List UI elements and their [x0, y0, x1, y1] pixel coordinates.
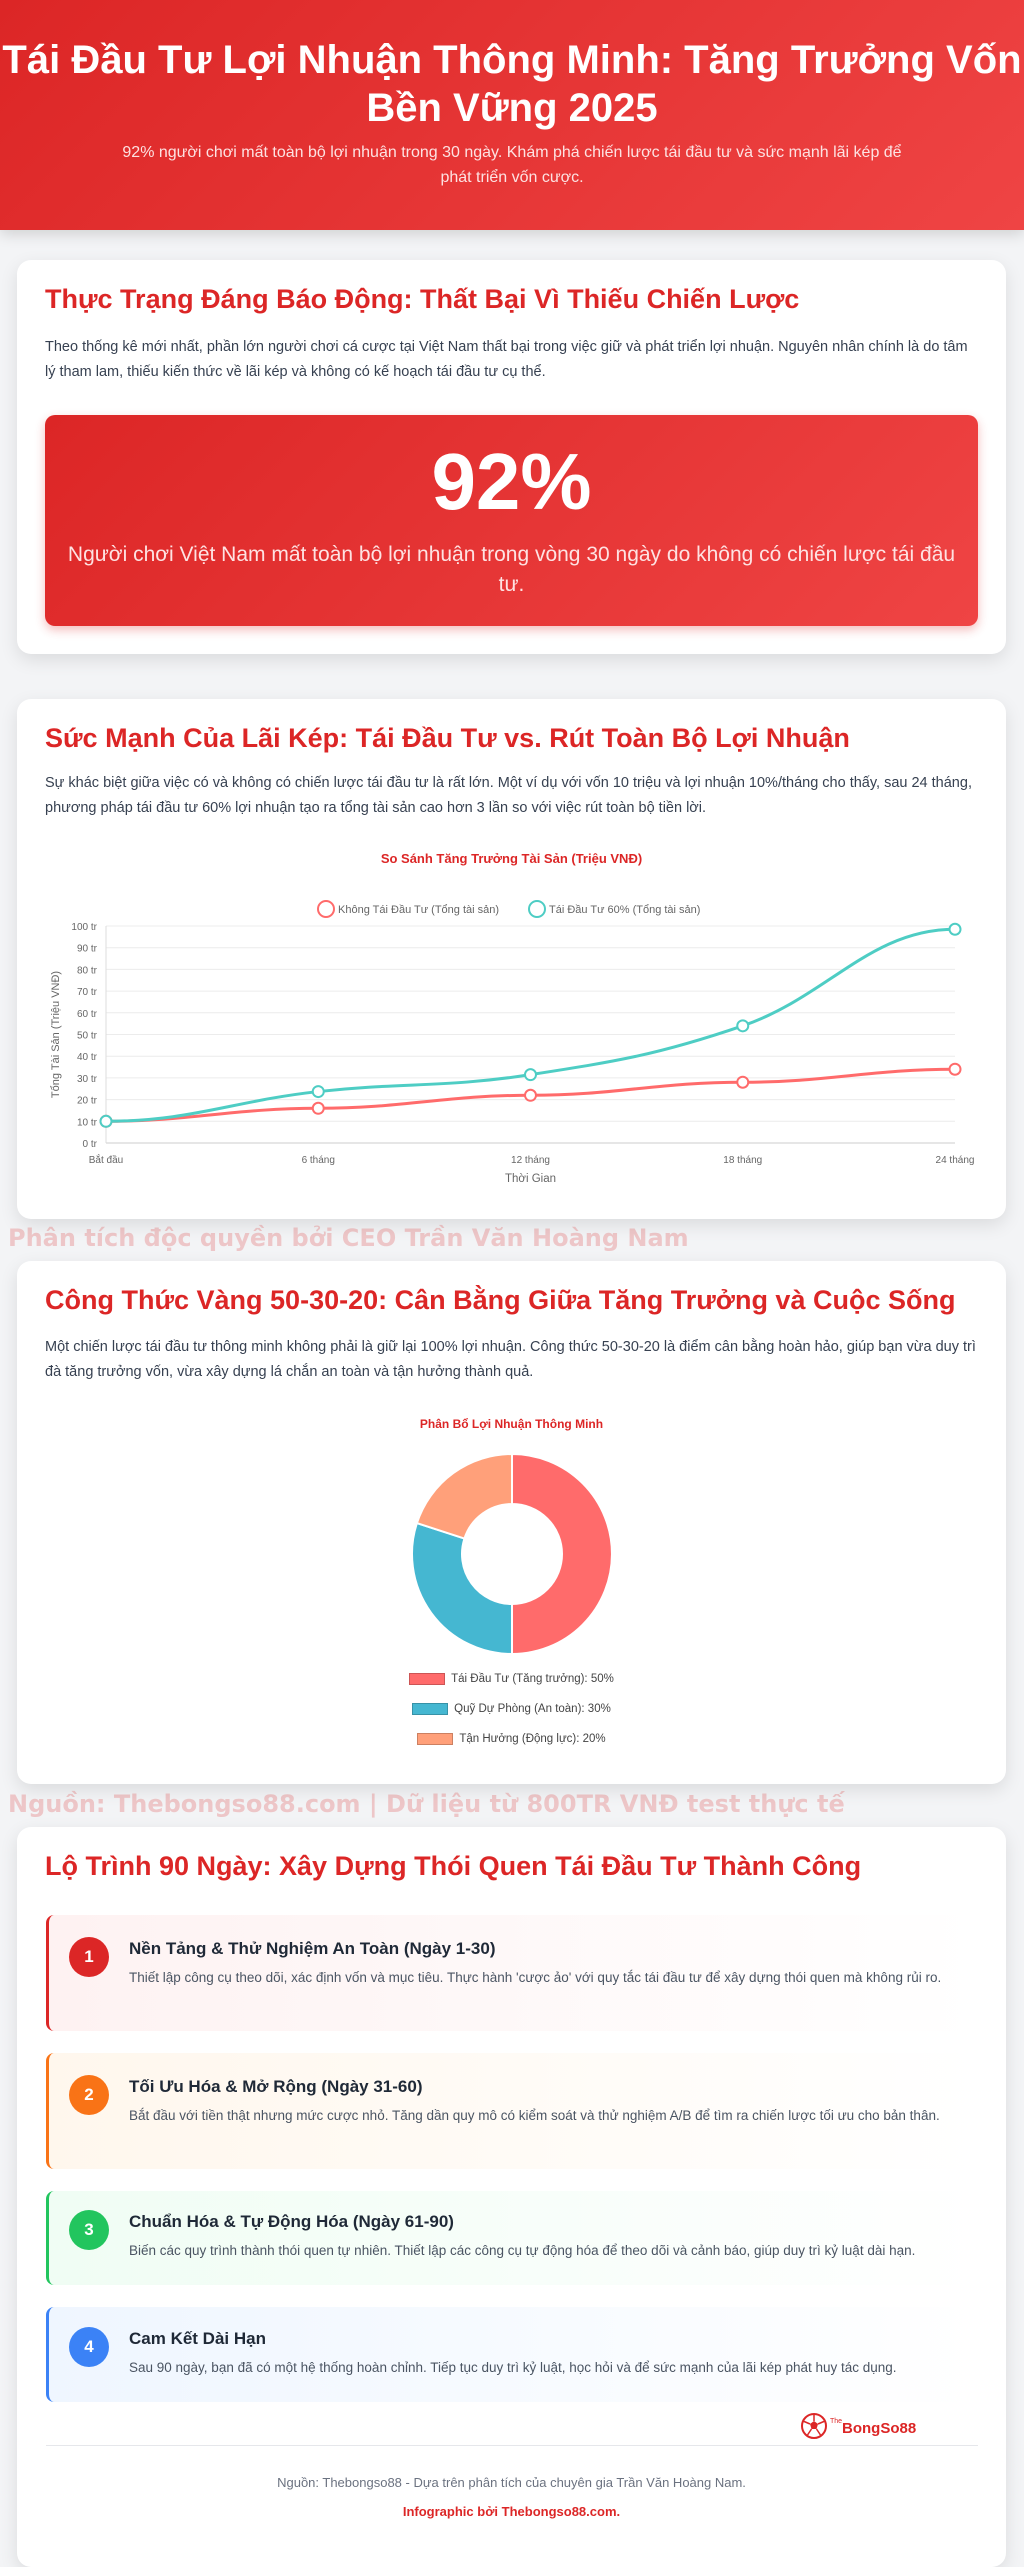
y-tick-label: 60 tr: [77, 1009, 98, 1020]
legend-label[interactable]: Không Tái Đầu Tư (Tổng tài sản): [338, 904, 499, 916]
y-tick-label: 80 tr: [77, 965, 98, 976]
y-tick-label: 10 tr: [77, 1117, 98, 1128]
y-tick-label: 90 tr: [77, 944, 98, 955]
data-point[interactable]: [948, 922, 962, 936]
step-description: Bắt đầu với tiền thật nhưng mức cược nhỏ…: [129, 2108, 940, 2123]
legend-item[interactable]: Tái Đầu Tư (Tăng trưởng): 50%: [17, 1673, 1006, 1685]
brand-logo: The BongSo88: [800, 2412, 930, 2442]
y-tick-label: 20 tr: [77, 1096, 98, 1107]
step-title: Nền Tảng & Thử Nghiệm An Toàn (Ngày 1-30…: [129, 1939, 496, 1958]
roadmap-step: 2 Tối Ưu Hóa & Mở Rộng (Ngày 31-60) Bắt đầ…: [46, 2053, 978, 2169]
y-tick-label: 40 tr: [77, 1052, 98, 1063]
step-description: Thiết lập công cụ theo dõi, xác định vốn…: [129, 1970, 942, 1985]
section-compound-interest: Sức Mạnh Của Lãi Kép: Tái Đầu Tư vs. Rút…: [17, 699, 1006, 1219]
footer-source: Nguồn: Thebongso88 - Dựa trên phân tích …: [277, 2475, 746, 2490]
stat-highlight: 92% Người chơi Việt Nam mất toàn bộ lợi …: [45, 415, 978, 626]
y-tick-label: 50 tr: [77, 1031, 98, 1042]
y-tick-label: 100 tr: [71, 922, 97, 933]
legend-label[interactable]: Tái Đầu Tư 60% (Tổng tài sản): [549, 904, 700, 916]
x-tick-label: 24 tháng: [936, 1155, 975, 1166]
roadmap-step: 3 Chuẩn Hóa & Tự Động Hóa (Ngày 61-90) Biế…: [46, 2191, 978, 2285]
y-tick-label: 0 tr: [83, 1139, 98, 1150]
legend-marker[interactable]: [528, 900, 546, 918]
section-failure-stats: Thực Trạng Đáng Báo Động: Thất Bại Vì Th…: [17, 260, 1006, 654]
data-point[interactable]: [524, 1088, 537, 1102]
legend-marker[interactable]: [317, 900, 335, 918]
data-point[interactable]: [736, 1019, 750, 1033]
roadmap-step: 4 Cam Kết Dài Hạn Sau 90 ngày, bạn đã có m…: [46, 2307, 978, 2402]
line-chart: 0 tr 10 tr 20 tr 30 tr 40 tr 50 tr 60 tr 70 tr 8…: [50, 900, 975, 1185]
step-title: Cam Kết Dài Hạn: [129, 2328, 266, 2348]
section-text: Sự khác biệt giữa việc có và không có ch…: [45, 775, 972, 816]
data-point[interactable]: [736, 1075, 750, 1089]
data-point[interactable]: [99, 1114, 113, 1128]
data-point[interactable]: [311, 1085, 325, 1099]
section-50-30-20: Công Thức Vàng 50-30-20: Cân Bằng Giữa T…: [17, 1261, 1006, 1784]
step-title: Tối Ưu Hóa & Mở Rộng (Ngày 31-60): [129, 2077, 423, 2096]
step-number-badge: 4: [69, 2326, 109, 2367]
legend-swatch: [417, 1733, 454, 1745]
chart-title: So Sánh Tăng Trưởng Tài Sản (Triệu VNĐ): [380, 851, 643, 866]
legend-item[interactable]: Quỹ Dự Phòng (An toàn): 30%: [17, 1703, 1006, 1715]
x-tick-label: Bắt đầu: [89, 1153, 123, 1166]
legend-label: Tái Đầu Tư (Tăng trưởng): 50%: [451, 1673, 614, 1686]
legend-swatch: [409, 1673, 446, 1685]
stat-value: 92%: [431, 437, 592, 526]
watermark: Phân tích độc quyền bởi CEO Trần Văn Hoà…: [8, 1224, 689, 1252]
x-tick-label: 12 tháng: [511, 1155, 550, 1166]
hero-header: Tái Đầu Tư Lợi Nhuận Thông Minh: Tăng Tr…: [0, 0, 1024, 230]
step-description: Sau 90 ngày, bạn đã có một hệ thống hoàn…: [129, 2359, 897, 2375]
section-title: Sức Mạnh Của Lãi Kép: Tái Đầu Tư vs. Rút…: [45, 723, 850, 753]
legend-swatch: [412, 1703, 449, 1715]
donut-chart: [411, 1452, 613, 1656]
section-title: Công Thức Vàng 50-30-20: Cân Bằng Giữa T…: [45, 1285, 956, 1315]
step-number-badge: 2: [69, 2075, 109, 2115]
step-title: Chuẩn Hóa & Tự Động Hóa (Ngày 61-90): [129, 2212, 454, 2231]
donut-slice[interactable]: [411, 1521, 513, 1656]
donut-slice[interactable]: [511, 1452, 613, 1656]
soccer-ball-icon: [801, 2413, 827, 2439]
x-tick-label: 6 tháng: [302, 1155, 335, 1166]
stat-caption: Người chơi Việt Nam mất toàn bộ lợi nhuậ…: [67, 543, 956, 596]
y-axis-title: Tổng Tài Sản (Triệu VNĐ): [50, 971, 62, 1098]
data-point[interactable]: [948, 1062, 962, 1076]
logo-text: BongSo88: [842, 2420, 917, 2437]
logo-prefix: The: [830, 2418, 843, 2425]
legend-label: Tận Hưởng (Động lực): 20%: [459, 1733, 606, 1746]
section-title: Thực Trạng Đáng Báo Động: Thất Bại Vì Th…: [45, 284, 800, 314]
y-tick-label: 70 tr: [77, 987, 98, 998]
page-subtitle: 92% người chơi mất toàn bộ lợi nhuận tro…: [122, 144, 902, 186]
section-title: Lộ Trình 90 Ngày: Xây Dựng Thói Quen Tái…: [45, 1851, 862, 1881]
divider: [46, 2445, 978, 2446]
step-number-badge: 1: [69, 1937, 109, 1977]
page-title: Tái Đầu Tư Lợi Nhuận Thông Minh: Tăng Tr…: [2, 38, 1022, 130]
chart-title: Phân Bổ Lợi Nhuận Thông Minh: [419, 1417, 604, 1431]
x-tick-label: 18 tháng: [723, 1155, 762, 1166]
step-number-badge: 3: [69, 2210, 109, 2250]
legend-label: Quỹ Dự Phòng (An toàn): 30%: [454, 1703, 611, 1716]
data-point[interactable]: [524, 1068, 537, 1082]
step-description: Biến các quy trình thành thói quen tự nh…: [129, 2243, 916, 2258]
data-point[interactable]: [311, 1101, 325, 1115]
section-text: Theo thống kê mới nhất, phần lớn người c…: [45, 339, 968, 380]
watermark: Nguồn: Thebongso88.com | Dữ liệu từ 800T…: [8, 1790, 845, 1818]
y-tick-label: 30 tr: [77, 1074, 98, 1085]
roadmap-step: 1 Nền Tảng & Thử Nghiệm An Toàn (Ngày 1-3…: [46, 1915, 978, 2031]
legend-item[interactable]: Tận Hưởng (Động lực): 20%: [17, 1733, 1006, 1745]
section-text: Một chiến lược tái đầu tư thông minh khô…: [45, 1339, 976, 1380]
section-90-day-roadmap: Lộ Trình 90 Ngày: Xây Dựng Thói Quen Tái…: [17, 1827, 1006, 2567]
donut-slice[interactable]: [415, 1452, 513, 1540]
footer-credit: Infographic bởi Thebongso88.com.: [402, 2504, 621, 2519]
x-axis-title: Thời Gian: [505, 1173, 556, 1185]
